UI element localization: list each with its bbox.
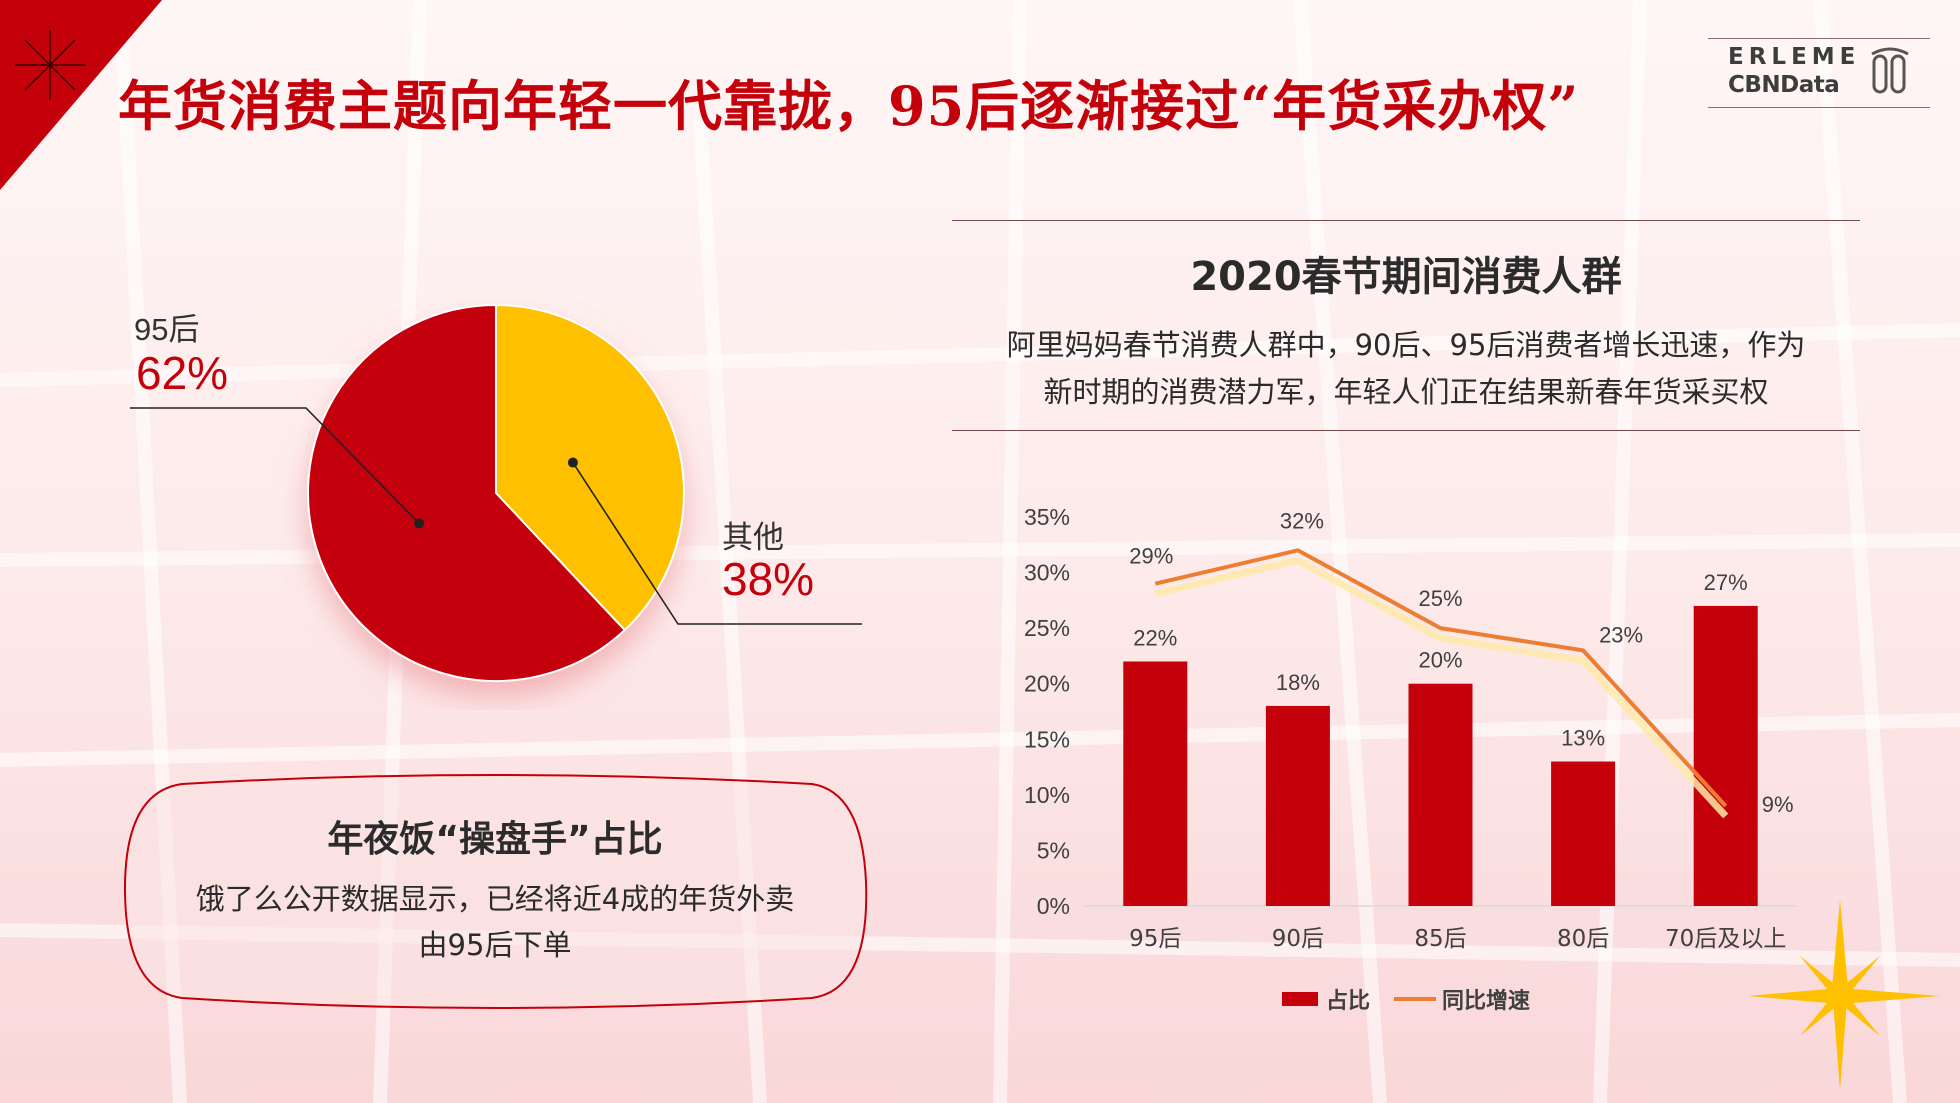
logo-mark-icon: [1871, 47, 1909, 94]
legend-swatch-bar: [1282, 992, 1318, 1006]
pie-slice-0: [307, 303, 627, 682]
y-tick-label: 0%: [1037, 893, 1070, 919]
sparkle-icon: [1748, 900, 1940, 1090]
chart-legend: 占比 同比增速: [1282, 988, 1530, 1014]
y-tick-label: 10%: [1024, 782, 1070, 808]
panel-rule-top: [952, 220, 1860, 221]
chart-subtitle: 阿里妈妈春节消费人群中，90后、95后消费者增长迅速，作为 新时期的消费潜力军，…: [952, 322, 1860, 416]
pie-label-value-1: 38%: [722, 553, 815, 605]
bar-data-label: 13%: [1561, 726, 1605, 751]
corner-ribbon: [0, 0, 162, 190]
callout-box: 年夜饭“操盘手”占比 饿了么公开数据显示，已经将近4成的年货外卖由95后下单: [122, 772, 868, 1010]
pie-label-name-1: 其他: [722, 520, 784, 555]
x-tick-label: 95后: [1129, 926, 1181, 952]
logo-rule-top: [1708, 38, 1930, 39]
y-tick-label: 5%: [1037, 837, 1070, 863]
x-tick-label: 80后: [1557, 926, 1609, 952]
brand-logo: ERLEME CBNData: [1708, 38, 1930, 108]
bar-2: [1408, 683, 1473, 906]
pie-leader-line-0: [130, 407, 420, 525]
logo-line1: ERLEME: [1728, 44, 1861, 70]
bar-1: [1265, 705, 1330, 906]
bar-4: [1693, 605, 1758, 906]
bar-data-label: 27%: [1704, 570, 1748, 595]
line-data-label: 23%: [1599, 622, 1643, 647]
star-ornament-icon: [15, 30, 85, 100]
bar-data-label: 22%: [1133, 625, 1177, 650]
pie-chart-canvas: [130, 303, 862, 682]
page-title: 年货消费主题向年轻一代靠拢，95后逐渐接过“年货采办权”: [118, 74, 1580, 138]
line-data-label: 32%: [1280, 508, 1324, 533]
chart-title: 2020春节期间消费人群: [1190, 254, 1622, 300]
bar-data-label: 18%: [1276, 670, 1320, 695]
line-data-label: 29%: [1129, 544, 1173, 569]
logo-rule-bottom: [1708, 107, 1930, 108]
callout-border: [123, 774, 868, 1009]
pie-leader-line-1: [572, 462, 862, 625]
bar-3: [1551, 761, 1616, 906]
y-tick-label: 15%: [1024, 726, 1070, 752]
pie-leader-dot-0: [414, 518, 425, 529]
legend-label-line: 同比增速: [1442, 988, 1530, 1014]
bar-data-label: 20%: [1418, 648, 1462, 673]
x-tick-label: 85后: [1414, 926, 1466, 952]
y-tick-label: 35%: [1024, 504, 1070, 530]
pie-slice-1: [495, 303, 685, 632]
callout-title: 年夜饭“操盘手”占比: [327, 819, 663, 860]
line-data-label: 25%: [1418, 586, 1462, 611]
line-glow: [1154, 556, 1729, 819]
pie-label-name-0: 95后: [134, 312, 200, 347]
chart-subtitle-line2: 新时期的消费潜力军，年轻人们正在结果新春年货采买权: [1043, 375, 1769, 409]
pie-chart: 95后 62% 其他 38%: [130, 290, 890, 710]
line-data-label: 9%: [1762, 792, 1794, 817]
pie-leader-dot-1: [567, 457, 578, 468]
y-tick-label: 30%: [1024, 560, 1070, 586]
logo-line2: CBNData: [1728, 72, 1840, 98]
x-tick-label: 90后: [1272, 926, 1324, 952]
pie-label-value-0: 62%: [136, 347, 229, 399]
combo-chart: 0% 5% 10% 15% 20% 25% 30% 35% 22% 18% 20% 13% 27% 29%…: [1024, 504, 1797, 1014]
legend-label-bar: 占比: [1326, 989, 1370, 1014]
bar-0: [1123, 661, 1188, 906]
chart-subtitle-line1: 阿里妈妈春节消费人群中，90后、95后消费者增长迅速，作为: [1006, 328, 1806, 362]
line-series-growth: [1154, 548, 1728, 808]
panel-rule-bottom: [952, 430, 1860, 431]
x-tick-label: 70后及以上: [1665, 926, 1786, 952]
y-tick-label: 20%: [1024, 671, 1070, 697]
callout-text: 饿了么公开数据显示，已经将近4成的年货外卖由95后下单: [195, 882, 795, 962]
y-tick-label: 25%: [1024, 615, 1070, 641]
